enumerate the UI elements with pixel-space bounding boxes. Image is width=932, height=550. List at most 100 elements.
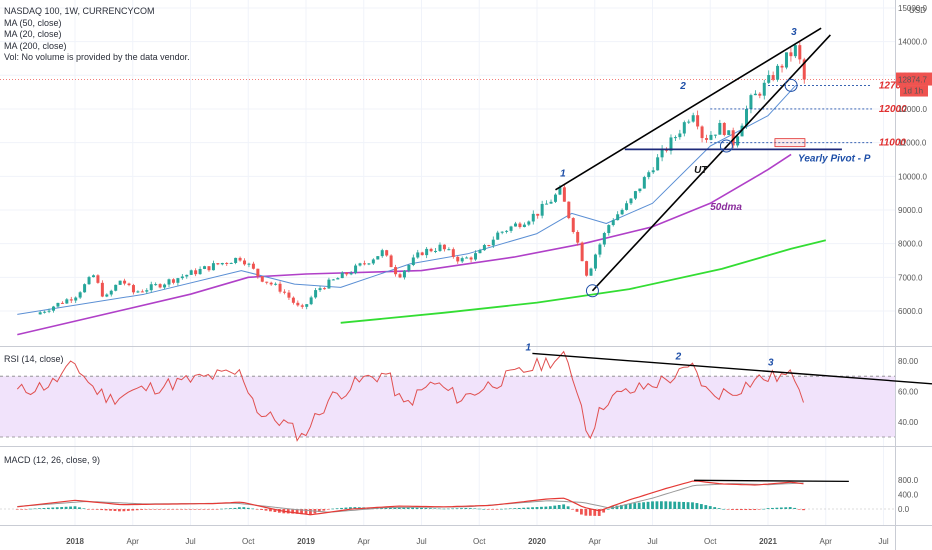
candle-body [660, 148, 664, 158]
candle-body [287, 292, 291, 298]
macd-histogram-bar [575, 509, 579, 512]
macd-histogram-bar [566, 506, 570, 509]
legend-ma200[interactable]: MA (200, close) [4, 40, 67, 51]
legend-ma50[interactable]: MA (50, close) [4, 17, 62, 28]
candle-body [442, 244, 446, 250]
macd-histogram-bar [793, 507, 797, 509]
macd-label: MACD (12, 26, close, 9) [4, 455, 101, 465]
macd-histogram-bar [557, 505, 561, 509]
macd-histogram-bar [353, 507, 357, 509]
candle-body [758, 93, 762, 96]
candle-body [651, 170, 655, 173]
macd-histogram-bar [762, 508, 765, 510]
macd-histogram-bar [526, 507, 530, 509]
macd-histogram-bar [397, 507, 401, 509]
candle-body [167, 279, 171, 285]
macd-histogram-bar [451, 508, 454, 510]
macd-histogram-bar [393, 507, 397, 509]
macd-histogram-bar [673, 501, 677, 509]
candle-body [305, 304, 309, 307]
candle-body [780, 65, 784, 68]
macd-histogram-bar [113, 509, 117, 512]
pivot-label: Yearly Pivot - P [798, 153, 871, 164]
macd-histogram-bar [682, 501, 685, 509]
candle-body [749, 95, 753, 110]
candle-body [87, 277, 91, 285]
candle-body [522, 224, 526, 228]
macd-histogram-bar [606, 508, 610, 510]
macd-histogram-bar [95, 509, 99, 510]
rsi-legend[interactable]: RSI (14, close) [4, 354, 64, 366]
candle-body [362, 263, 366, 265]
wave-low-marker [585, 284, 599, 298]
ma200-line [340, 239, 827, 324]
macd-histogram-bar [309, 509, 312, 515]
candle-body [340, 272, 344, 279]
candle-body [482, 245, 486, 251]
candle-body [500, 231, 504, 233]
macd-histogram-bar [797, 509, 801, 510]
candle-body [74, 297, 78, 301]
candle-body [300, 305, 304, 307]
macd-histogram-bar [162, 509, 166, 510]
macd-histogram-bar [655, 501, 659, 509]
candle-body [625, 203, 629, 210]
candle-body [109, 290, 113, 295]
candle-body [607, 225, 611, 234]
candle-body [616, 214, 620, 221]
candle-body [438, 244, 442, 251]
time-tick-label: Jul [416, 537, 426, 546]
time-tick-label: Apr [358, 537, 371, 546]
candle-body [269, 282, 273, 285]
macd-histogram-bar [322, 509, 326, 511]
countdown-label: 1d 1h [903, 87, 923, 96]
time-tick-label: Oct [473, 537, 486, 546]
candle-body [100, 282, 104, 297]
candle-body [385, 250, 389, 256]
candle-body [256, 268, 260, 277]
countdown-badge [900, 85, 928, 97]
wave-2-label: 2 [679, 81, 686, 92]
macd-histogram-bar [215, 509, 219, 510]
candle-body [389, 255, 393, 268]
price-tick-label: 8000.0 [898, 240, 923, 249]
candle-body [718, 122, 722, 135]
candle-body [398, 274, 402, 278]
macd-histogram-bar [206, 509, 210, 510]
macd-histogram-bar [477, 508, 481, 510]
candle-body [314, 290, 318, 298]
macd-histogram-bar [633, 503, 637, 509]
macd-histogram-bar [446, 508, 450, 510]
macd-histogram-bar [60, 507, 64, 509]
macd-histogram-bar [166, 509, 170, 510]
legend-ma20[interactable]: MA (20, close) [4, 29, 62, 39]
macd-legend[interactable]: MACD (12, 26, close, 9) [4, 455, 100, 467]
candle-body [736, 136, 740, 146]
candle-body [420, 252, 424, 256]
wave-pullback-marker [719, 139, 733, 153]
macd-histogram-bar [140, 509, 144, 510]
candle-body [487, 245, 491, 247]
macd-histogram-bar [468, 508, 472, 509]
candle-body [171, 279, 175, 283]
macd-histogram-bar [269, 509, 272, 512]
macd-histogram-bar [46, 507, 50, 509]
macd-histogram-bar [646, 501, 650, 509]
candle-body [656, 157, 660, 171]
macd-histogram-bar [304, 509, 308, 515]
candle-body [238, 257, 242, 261]
macd-histogram-bar [326, 509, 330, 510]
candle-body [354, 265, 358, 274]
candle-body [602, 233, 606, 245]
macd-histogram-bar [784, 507, 788, 509]
candle-body [336, 278, 340, 280]
macd-histogram-bar [562, 504, 566, 509]
candle-body [647, 172, 651, 178]
last-price-badge [896, 72, 932, 86]
legend-symbol[interactable]: NASDAQ 100, 1W, CURRENCYCOM [4, 6, 155, 16]
legend-volume-note: Vol: No volume is provided by the data v… [4, 52, 190, 62]
candle-body [149, 284, 153, 291]
candle-body [127, 283, 131, 286]
macd-histogram-bar [473, 508, 477, 510]
macd-histogram-bar [482, 508, 486, 510]
